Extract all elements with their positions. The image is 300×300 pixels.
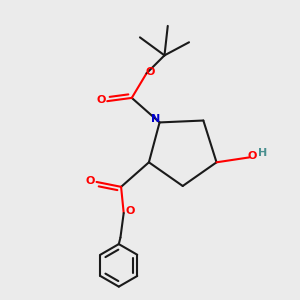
Text: O: O <box>86 176 95 186</box>
Text: O: O <box>146 67 155 77</box>
Text: O: O <box>97 95 106 105</box>
Text: O: O <box>248 151 257 161</box>
Text: O: O <box>126 206 135 216</box>
Text: H: H <box>258 148 268 158</box>
Text: N: N <box>151 114 160 124</box>
